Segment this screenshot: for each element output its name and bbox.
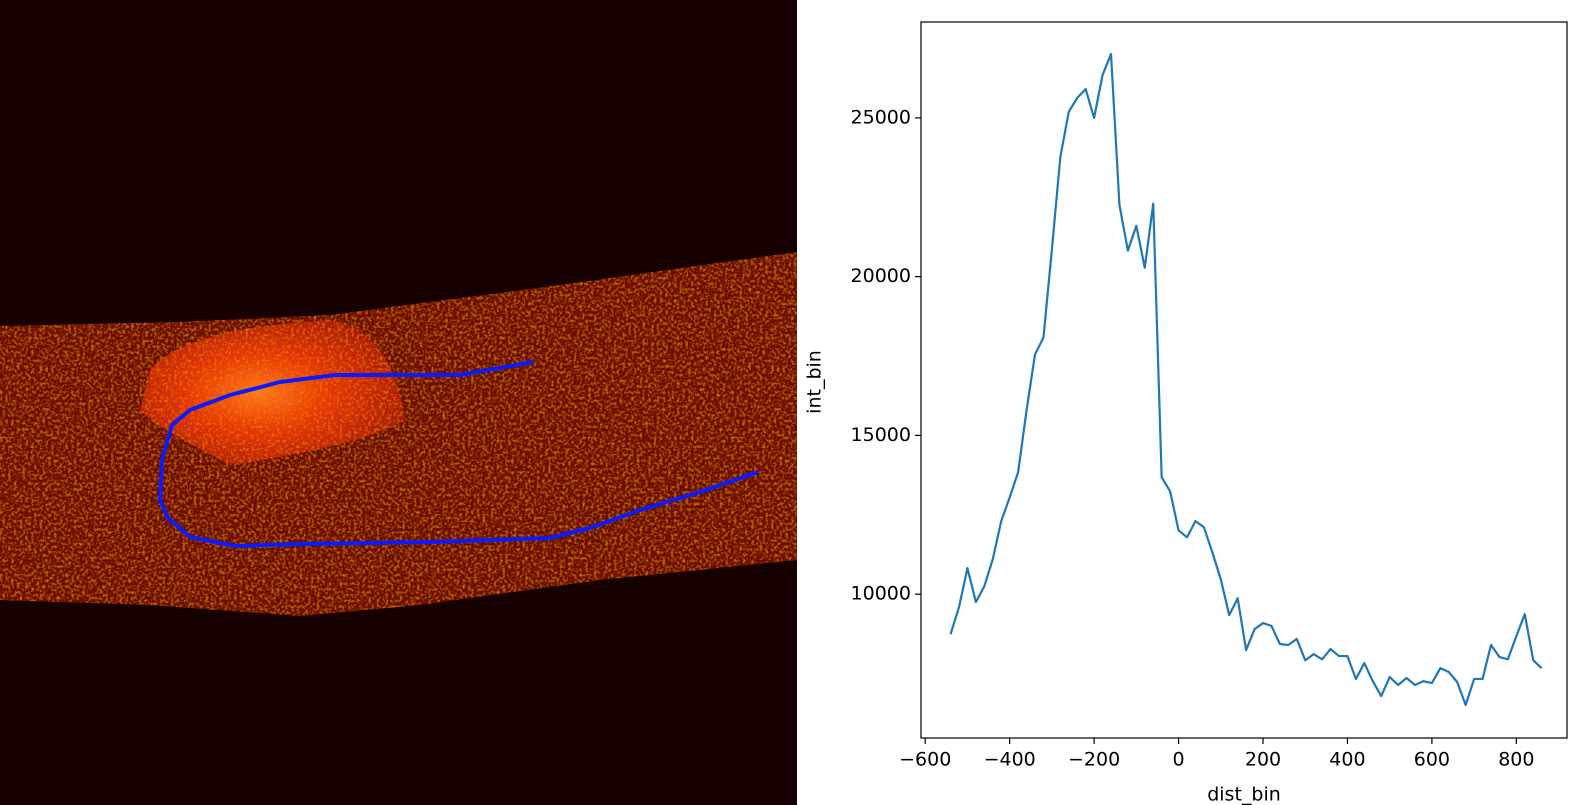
x-tick-label: −400 — [984, 749, 1036, 771]
x-tick-label: 800 — [1498, 749, 1534, 771]
x-tick-label: 600 — [1414, 749, 1450, 771]
y-tick-label: 25000 — [851, 106, 911, 128]
trace-path — [158, 360, 759, 548]
x-tick-label: 0 — [1173, 749, 1185, 771]
data-line — [949, 52, 1543, 707]
bright-region — [140, 320, 405, 465]
x-tick-label: 400 — [1329, 749, 1365, 771]
chart: dist_bin int_bin 10000 15000 20000 25000 −60… — [804, 21, 1568, 805]
microscopy-image — [0, 0, 797, 805]
y-axis-label: int_bin — [804, 350, 826, 414]
y-tick-label: 15000 — [851, 424, 911, 446]
plot-frame — [920, 21, 1568, 739]
x-tick-label: −200 — [1068, 749, 1120, 771]
x-tick-label: −600 — [899, 749, 951, 771]
y-tick-label: 10000 — [851, 583, 911, 605]
y-tick-label: 20000 — [851, 265, 911, 287]
x-axis-label: dist_bin — [1207, 784, 1281, 805]
x-tick-label: 200 — [1245, 749, 1281, 771]
